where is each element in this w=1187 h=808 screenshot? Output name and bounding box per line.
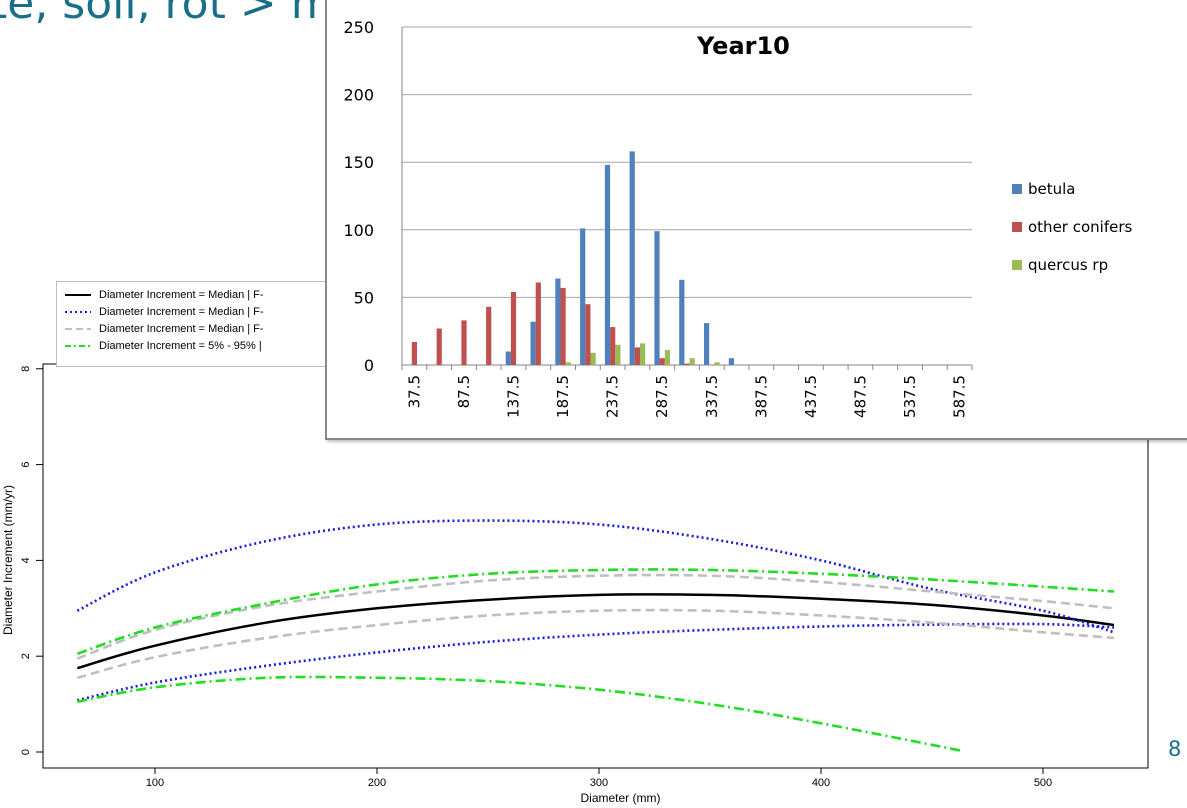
- y-tick-label: 250: [343, 18, 374, 37]
- y-tick-label: 2: [20, 653, 32, 659]
- y-tick-label: 50: [354, 288, 374, 307]
- bar-betula: [728, 358, 734, 365]
- x-tick-label: 387.5: [752, 375, 770, 418]
- bar-legend-entry: other conifers: [1012, 208, 1132, 246]
- bar-chart-title: Year10: [697, 32, 790, 60]
- series-line-dashdot: [77, 675, 962, 752]
- legend-entry-median-dashed: Diameter Increment = Median | F-: [65, 323, 264, 335]
- bar-betula: [580, 228, 586, 365]
- legend-label: Diameter Increment = Median | F-: [99, 323, 264, 335]
- page-number: 8: [1168, 737, 1182, 761]
- bar-betula: [704, 323, 710, 365]
- y-tick-label: 200: [343, 86, 374, 105]
- y-tick-label: 8: [20, 366, 32, 372]
- bar-chart: 0 50 100 150 200 250 37.5 87.5 137.5 187.5 237.5 28…: [343, 18, 973, 418]
- legend-entry-percentile-dashdot: Diameter Increment = 5% - 95% |: [65, 340, 262, 352]
- y-tick-label: 100: [343, 221, 374, 240]
- bar-betula: [679, 279, 685, 365]
- bar-betula: [654, 231, 660, 365]
- bar-legend-swatch: [1012, 184, 1022, 194]
- x-tick-label: 537.5: [901, 375, 919, 418]
- x-tick-label: 337.5: [703, 375, 721, 418]
- x-tick-label: 37.5: [405, 375, 423, 408]
- legend-swatch-dashed: [65, 328, 91, 330]
- x-axis-label: Diameter (mm): [581, 791, 661, 805]
- legend-entry-median-dotted: Diameter Increment = Median | F-: [65, 306, 264, 318]
- legend-swatch-dotted: [65, 311, 91, 313]
- bar-chart-legend: betula other conifers quercus rp: [1012, 170, 1132, 284]
- bar-legend-label: quercus rp: [1028, 256, 1109, 274]
- bar-other-conifers: [659, 358, 665, 365]
- bar-betula: [555, 278, 561, 365]
- bar-legend-entry: quercus rp: [1012, 246, 1132, 284]
- y-tick-label: 6: [20, 462, 32, 468]
- bar-other-conifers: [684, 363, 690, 365]
- bar-quercus-rp: [664, 350, 670, 365]
- bar-other-conifers: [585, 304, 591, 365]
- y-axis-label: Diameter Increment (mm/yr): [1, 485, 15, 635]
- x-tick-label: 487.5: [851, 375, 869, 418]
- bar-other-conifers: [535, 282, 541, 365]
- x-tick-label: 200: [368, 777, 386, 789]
- x-tick-label: 137.5: [505, 375, 523, 418]
- bar-quercus-rp: [590, 352, 596, 365]
- bar-other-conifers: [634, 347, 640, 365]
- bar-quercus-rp: [565, 362, 571, 365]
- legend-label: Diameter Increment = 5% - 95% |: [99, 340, 262, 352]
- series-line-dashdot: [76, 568, 1115, 656]
- series-line-dotted: [77, 622, 1115, 702]
- bar-legend-swatch: [1012, 260, 1022, 270]
- x-tick-label: 300: [590, 777, 608, 789]
- bar-legend-label: betula: [1028, 180, 1076, 198]
- bar-other-conifers: [486, 306, 492, 365]
- y-tick-label: 4: [20, 557, 32, 563]
- bar-quercus-rp: [689, 358, 695, 365]
- line-chart-legend: Diameter Increment = Median | F- Diamete…: [56, 281, 348, 367]
- bar-legend-label: other conifers: [1028, 218, 1133, 236]
- x-tick-label: 500: [1034, 777, 1052, 789]
- x-tick-label: 437.5: [802, 375, 820, 418]
- x-tick-label: 187.5: [554, 375, 572, 418]
- x-tick-label: 287.5: [653, 375, 671, 418]
- legend-label: Diameter Increment = Median | F-: [99, 289, 264, 301]
- legend-entry-median-solid: Diameter Increment = Median | F-: [65, 289, 264, 301]
- x-tick-label: 87.5: [455, 375, 473, 408]
- legend-swatch-solid: [65, 294, 91, 296]
- bar-other-conifers: [510, 292, 517, 365]
- legend-swatch-dashdot: [65, 345, 91, 347]
- bar-chart-panel: 0 50 100 150 200 250 37.5 87.5 137.5 187.5 237.5 28…: [325, 0, 1187, 440]
- bar-legend-entry: betula: [1012, 170, 1132, 208]
- bar-other-conifers: [560, 287, 566, 365]
- bar-betula: [505, 351, 511, 365]
- series-line-dotted: [76, 519, 1115, 634]
- x-tick-label: 400: [812, 777, 830, 789]
- bar-other-conifers: [610, 327, 616, 365]
- bar-betula: [604, 164, 611, 365]
- x-tick-label: 237.5: [604, 375, 622, 418]
- bar-betula: [629, 151, 635, 365]
- x-tick-label: 587.5: [951, 375, 969, 418]
- x-tick-label: 100: [146, 777, 164, 789]
- y-tick-label: 0: [364, 356, 374, 375]
- bar-quercus-rp: [640, 343, 646, 365]
- series-line-dashed: [76, 608, 1115, 680]
- bar-legend-swatch: [1012, 222, 1022, 232]
- bar-betula: [530, 321, 536, 365]
- y-tick-label: 0: [20, 749, 32, 755]
- bar-other-conifers: [411, 342, 417, 365]
- bar-quercus-rp: [714, 362, 720, 365]
- bar-quercus-rp: [615, 344, 621, 365]
- bar-other-conifers: [436, 328, 442, 365]
- series-line-solid: [76, 593, 1115, 670]
- legend-label: Diameter Increment = Median | F-: [99, 306, 264, 318]
- y-tick-label: 150: [343, 153, 374, 172]
- bar-other-conifers: [461, 320, 467, 365]
- series-line-dashed: [76, 573, 1115, 660]
